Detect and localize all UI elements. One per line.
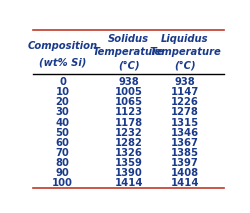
Text: 1005: 1005: [114, 87, 142, 97]
Text: 50: 50: [55, 128, 69, 138]
Text: 0: 0: [59, 77, 66, 87]
Text: 1326: 1326: [114, 148, 142, 158]
Text: 1282: 1282: [114, 138, 142, 148]
Text: 1414: 1414: [114, 178, 142, 188]
Text: Composition: Composition: [27, 41, 97, 51]
Text: 1346: 1346: [170, 128, 198, 138]
Text: Solidus: Solidus: [108, 34, 148, 44]
Text: 60: 60: [55, 138, 69, 148]
Text: 1147: 1147: [170, 87, 198, 97]
Text: 90: 90: [56, 168, 69, 178]
Text: 20: 20: [56, 97, 69, 107]
Text: 1390: 1390: [114, 168, 142, 178]
Text: 1414: 1414: [170, 178, 198, 188]
Text: 10: 10: [55, 87, 69, 97]
Text: Temperature: Temperature: [148, 47, 220, 57]
Text: 1367: 1367: [170, 138, 198, 148]
Text: 1385: 1385: [170, 148, 198, 158]
Text: 1226: 1226: [170, 97, 198, 107]
Text: (°C): (°C): [117, 60, 139, 70]
Text: 1123: 1123: [114, 107, 142, 117]
Text: 1315: 1315: [170, 118, 198, 128]
Text: Liquidus: Liquidus: [160, 34, 208, 44]
Text: 1178: 1178: [114, 118, 142, 128]
Text: Temperature: Temperature: [92, 47, 164, 57]
Text: 100: 100: [52, 178, 73, 188]
Text: (°C): (°C): [174, 60, 195, 70]
Text: 1359: 1359: [114, 158, 142, 168]
Text: 1397: 1397: [170, 158, 198, 168]
Text: 70: 70: [56, 148, 69, 158]
Text: 1065: 1065: [114, 97, 142, 107]
Text: 30: 30: [56, 107, 69, 117]
Text: 40: 40: [55, 118, 69, 128]
Text: (wt% Si): (wt% Si): [39, 57, 86, 67]
Text: 80: 80: [55, 158, 69, 168]
Text: 1278: 1278: [170, 107, 198, 117]
Text: 1408: 1408: [170, 168, 198, 178]
Text: 938: 938: [174, 77, 195, 87]
Text: 938: 938: [118, 77, 139, 87]
Text: 1232: 1232: [114, 128, 142, 138]
